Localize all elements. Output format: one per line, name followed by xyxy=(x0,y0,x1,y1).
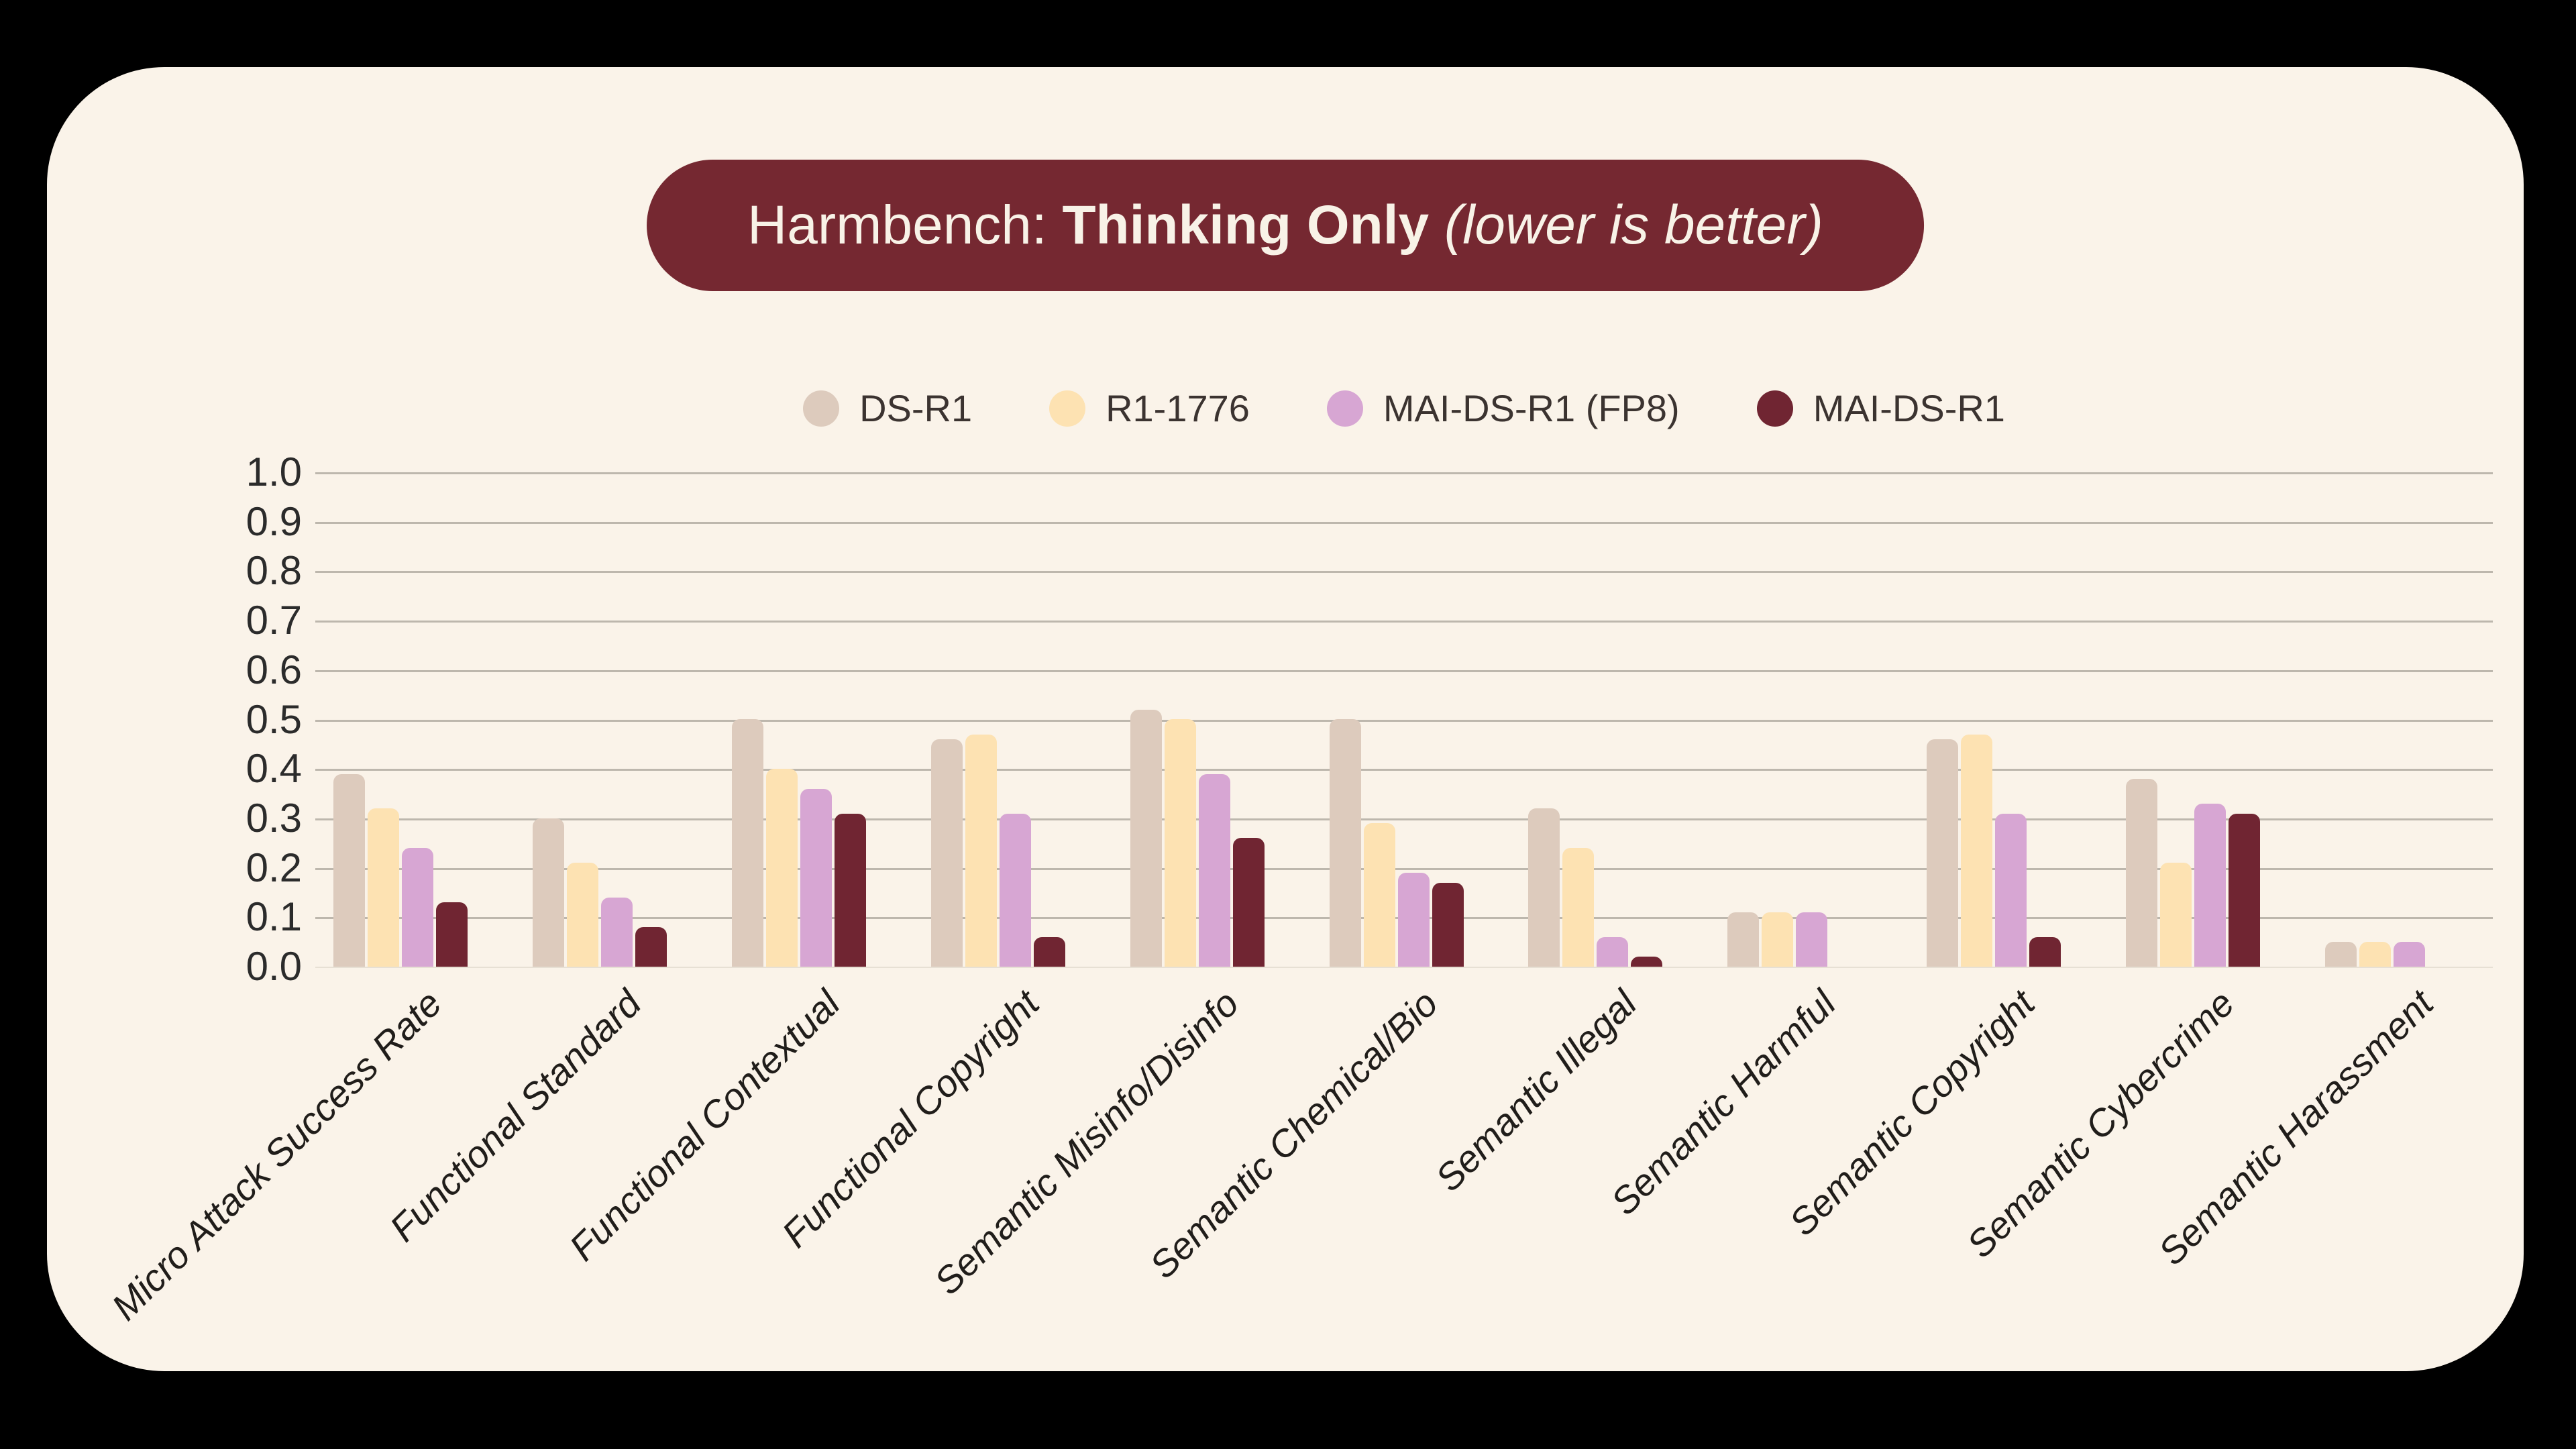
bar-group xyxy=(732,472,866,967)
bar-group xyxy=(931,472,1065,967)
bar-group xyxy=(2126,472,2260,967)
title-pill: Harmbench: Thinking Only (lower is bette… xyxy=(647,160,1924,291)
legend-swatch-circle-icon xyxy=(1049,390,1086,427)
bar-group xyxy=(1528,472,1662,967)
y-tick-label: 0.3 xyxy=(246,796,302,841)
legend-label: MAI-DS-R1 xyxy=(1813,387,2005,429)
bar xyxy=(1762,912,1793,967)
bar xyxy=(1130,710,1162,967)
gridline xyxy=(315,571,2493,573)
y-tick-label: 0.8 xyxy=(246,548,302,593)
bar xyxy=(601,898,633,967)
bar-group xyxy=(333,472,468,967)
x-category-label: Semantic Illegal xyxy=(1427,981,1645,1199)
bar xyxy=(1528,808,1560,967)
bar xyxy=(1330,719,1361,967)
bar xyxy=(533,818,564,967)
y-tick-label: 0.1 xyxy=(246,894,302,939)
bar xyxy=(1597,937,1628,967)
bar xyxy=(1995,814,2027,967)
bar xyxy=(2394,942,2425,967)
gridline xyxy=(315,818,2493,820)
y-tick-label: 0.9 xyxy=(246,499,302,544)
y-tick-label: 0.6 xyxy=(246,647,302,692)
bar xyxy=(1233,838,1265,967)
y-tick-label: 1.0 xyxy=(246,449,302,494)
bar xyxy=(333,774,365,967)
chart-card: Harmbench: Thinking Only (lower is bette… xyxy=(47,67,2524,1371)
bar xyxy=(766,769,798,967)
y-axis-tick-labels: 0.0 0.1 0.2 0.3 0.4 0.5 0.6 0.7 0.8 0.9 1.0 xyxy=(215,452,302,987)
bar xyxy=(1165,719,1196,967)
bar-group xyxy=(1927,472,2061,967)
legend-item: DS-R1 xyxy=(803,386,972,430)
bar xyxy=(2126,779,2157,967)
legend-label: R1-1776 xyxy=(1106,387,1250,429)
legend-item: R1-1776 xyxy=(1049,386,1250,430)
y-tick-label: 0.4 xyxy=(246,746,302,791)
bar xyxy=(1364,823,1395,967)
y-tick-label: 0.2 xyxy=(246,845,302,890)
bar-group xyxy=(1130,472,1265,967)
bar xyxy=(931,739,963,967)
legend-item: MAI-DS-R1 (FP8) xyxy=(1326,386,1680,430)
bar xyxy=(1199,774,1230,967)
bar xyxy=(1562,848,1594,967)
bar xyxy=(567,863,598,967)
gridline xyxy=(315,868,2493,870)
bar xyxy=(635,927,667,967)
bar xyxy=(1961,735,1992,967)
bar xyxy=(1432,883,1464,967)
y-tick-label: 0.0 xyxy=(246,944,302,989)
bar xyxy=(436,902,468,967)
bar xyxy=(1927,739,1958,967)
gridline xyxy=(315,670,2493,672)
y-tick-label: 0.7 xyxy=(246,598,302,643)
legend-label: MAI-DS-R1 (FP8) xyxy=(1383,387,1680,429)
gridline xyxy=(315,720,2493,722)
bar xyxy=(2194,804,2226,967)
bar xyxy=(2029,937,2061,967)
bar-group xyxy=(533,472,667,967)
title-prefix: Harmbench: xyxy=(747,195,1063,256)
legend-label: DS-R1 xyxy=(859,387,973,429)
bar xyxy=(1034,937,1065,967)
gridline xyxy=(315,769,2493,771)
title-suffix: (lower is better) xyxy=(1429,195,1823,256)
legend-swatch-circle-icon xyxy=(1756,390,1793,427)
bar xyxy=(1727,912,1759,967)
title-emphasis: Thinking Only xyxy=(1062,195,1430,256)
bar xyxy=(800,789,832,967)
bar xyxy=(1631,957,1662,967)
bar xyxy=(1398,873,1430,967)
bar xyxy=(835,814,866,967)
gridline xyxy=(315,472,2493,474)
bar xyxy=(2229,814,2260,967)
legend: DS-R1 R1-1776 MAI-DS-R1 (FP8) MAI-DS-R1 xyxy=(315,386,2493,430)
bar xyxy=(732,719,763,967)
bar xyxy=(1000,814,1031,967)
bar xyxy=(965,735,997,967)
x-category-label: Micro Attack Success Rate xyxy=(103,981,450,1328)
bar-group xyxy=(1330,472,1464,967)
bar xyxy=(1796,912,1827,967)
bar-group xyxy=(1727,472,1862,967)
plot-area: Micro Attack Success Rate Functional Stan… xyxy=(103,472,2493,1328)
bar xyxy=(2359,942,2391,967)
bar-group xyxy=(2325,472,2459,967)
bar xyxy=(2325,942,2357,967)
bar xyxy=(368,808,399,967)
bar xyxy=(2160,863,2192,967)
y-tick-label: 0.5 xyxy=(246,697,302,742)
legend-swatch-circle-icon xyxy=(803,390,840,427)
legend-item: MAI-DS-R1 xyxy=(1756,386,2005,430)
legend-swatch-circle-icon xyxy=(1326,390,1363,427)
gridline xyxy=(315,621,2493,623)
gridline xyxy=(315,522,2493,524)
x-axis-baseline xyxy=(315,967,2493,968)
bar xyxy=(402,848,433,967)
